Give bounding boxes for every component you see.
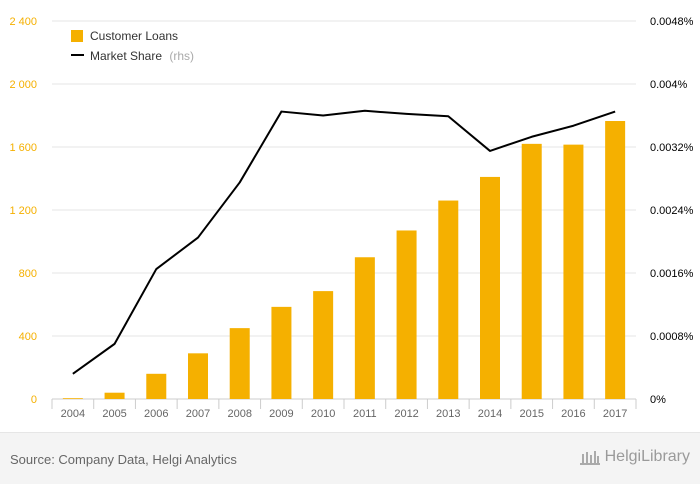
x-tick-label: 2011 <box>353 408 377 420</box>
helgi-library-logo: HelgiLibrary <box>579 448 690 466</box>
x-tick-label: 2004 <box>61 408 85 420</box>
bar-customer-loans <box>480 176 500 399</box>
legend: Customer Loans Market Share (rhs) <box>71 29 194 63</box>
y-right-tick-label: 0.0016% <box>650 268 694 280</box>
x-tick-label: 2007 <box>186 408 210 420</box>
line-series-market-share <box>72 109 616 375</box>
bar-customer-loans <box>229 328 250 399</box>
y-left-tick-label: 0 <box>31 394 37 406</box>
bar-customer-loans <box>313 291 334 399</box>
x-tick-label: 2013 <box>436 408 460 420</box>
bar-customer-loans <box>438 200 459 399</box>
logo-text-library: Library <box>641 448 690 465</box>
bar-customer-loans <box>188 353 208 399</box>
y-left-tick-label: 1 200 <box>9 205 37 217</box>
library-building-icon <box>579 451 600 465</box>
line-market-share <box>72 109 616 375</box>
bar-customer-loans <box>104 392 125 399</box>
bar-customer-loans <box>146 373 167 399</box>
y-left-tick-label: 2 400 <box>9 16 37 28</box>
logo-text-helgi: Helgi <box>604 448 642 465</box>
bar-customer-loans <box>521 143 542 399</box>
y-left-tick-label: 800 <box>19 268 37 280</box>
x-tick-label: 2016 <box>561 408 585 420</box>
y-right-tick-label: 0.0008% <box>650 331 694 343</box>
x-tick-label: 2012 <box>394 408 418 420</box>
y-right-tick-label: 0% <box>650 394 666 406</box>
source-note: Source: Company Data, Helgi Analytics <box>10 452 237 467</box>
y-left-tick-label: 2 000 <box>9 79 37 91</box>
x-tick-label: 2014 <box>478 408 502 420</box>
x-tick-label: 2009 <box>269 408 293 420</box>
bar-customer-loans <box>563 144 584 399</box>
bar-customer-loans <box>396 230 417 399</box>
x-tick-label: 2006 <box>144 408 168 420</box>
x-tick-label: 2010 <box>311 408 335 420</box>
y-right-tick-label: 0.0048% <box>650 16 694 28</box>
y-left-tick-label: 1 600 <box>9 142 37 154</box>
x-tick-label: 2015 <box>519 408 543 420</box>
legend-label-suffix: (rhs) <box>169 49 194 63</box>
y-right-tick-label: 0.0024% <box>650 205 694 217</box>
legend-label-market-share: Market Share <box>90 49 162 63</box>
legend-label-customer-loans: Customer Loans <box>90 29 178 43</box>
x-tick-label: 2017 <box>603 408 627 420</box>
chart-area: 0 0% 400 0.0008% 800 0.0016% 1 200 0.0024% 1 600… <box>9 16 693 420</box>
x-tick-label: 2005 <box>102 408 126 420</box>
bar-customer-loans <box>271 306 292 399</box>
bar-customer-loans <box>605 121 626 399</box>
axes: 0 0% 400 0.0008% 800 0.0016% 1 200 0.0024% 1 600… <box>9 16 693 420</box>
y-right-tick-label: 0.004% <box>650 79 688 91</box>
x-tick-label: 2008 <box>227 408 251 420</box>
bar-customer-loans <box>62 398 83 399</box>
legend-swatch-customer-loans <box>71 30 83 42</box>
y-right-tick-label: 0.0032% <box>650 142 694 154</box>
bar-series-customer-loans <box>62 121 626 399</box>
svg-text:Market Share (rhs): Market Share (rhs) <box>90 49 194 63</box>
footer: Source: Company Data, Helgi Analytics He… <box>0 432 700 484</box>
bar-customer-loans <box>354 257 375 399</box>
grid-lines <box>52 20 636 400</box>
y-left-tick-label: 400 <box>19 331 37 343</box>
